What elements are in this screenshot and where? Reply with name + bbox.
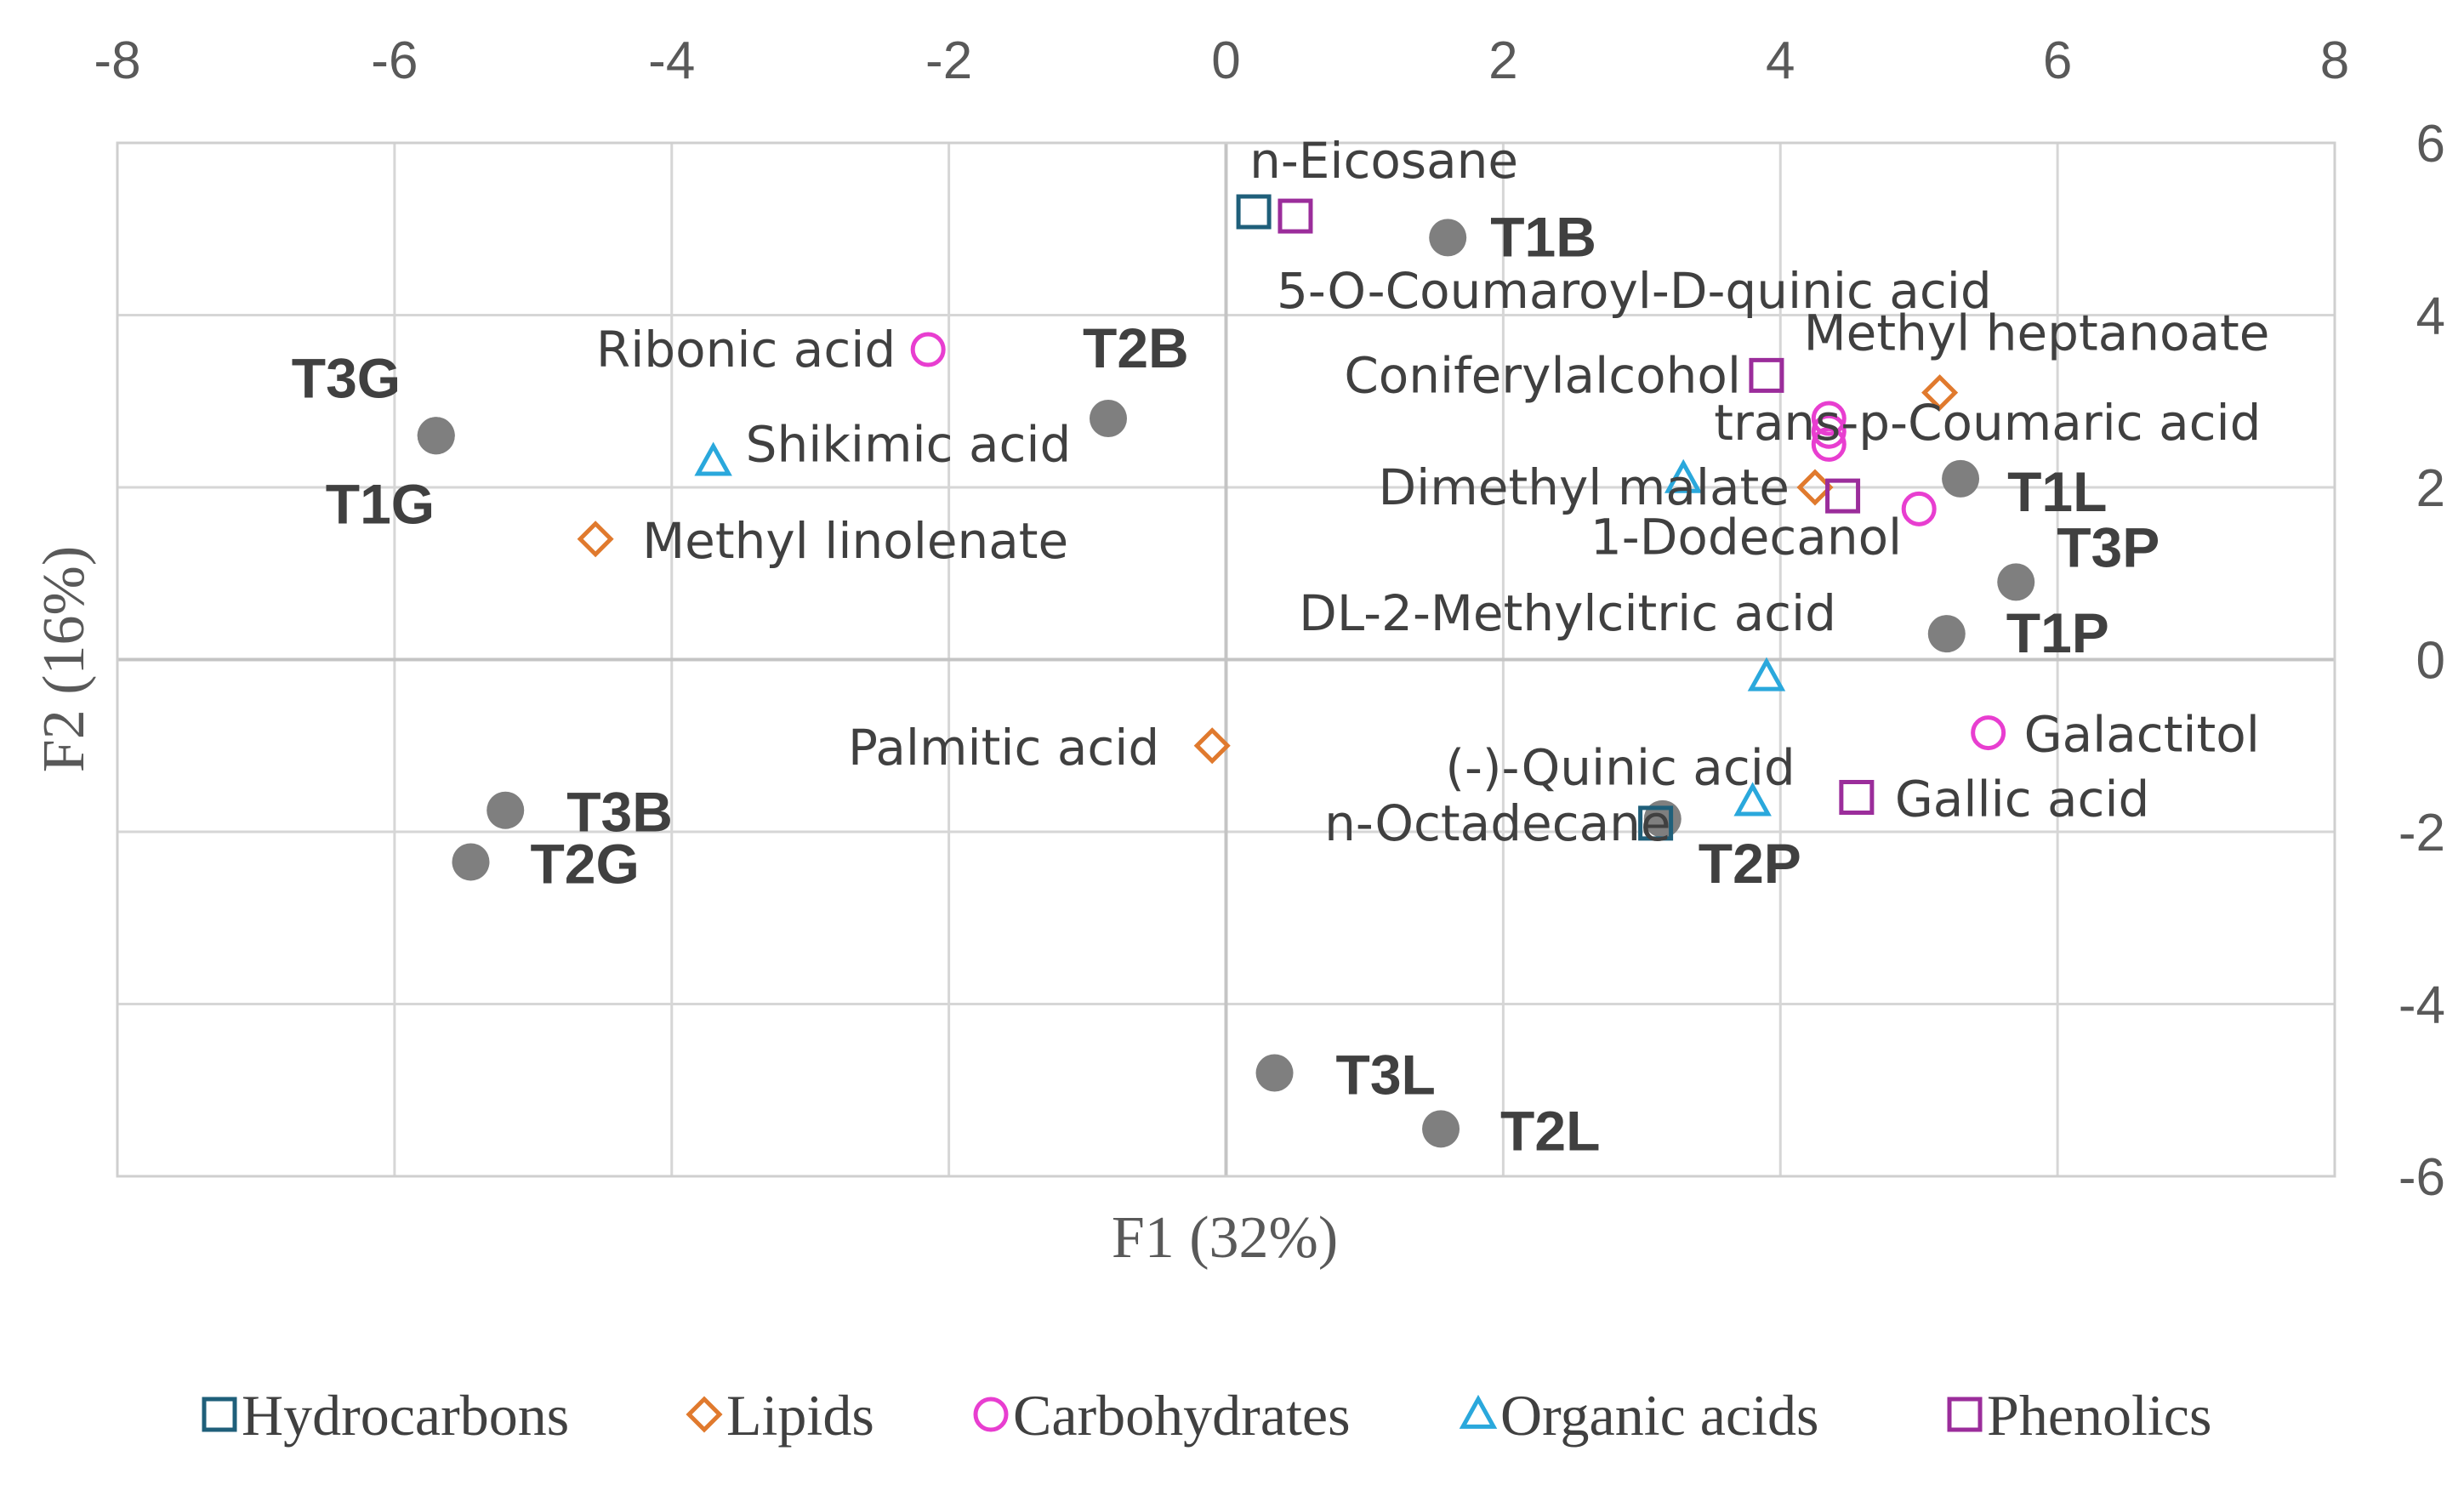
sample-label: T2L: [1500, 1099, 1600, 1162]
x-axis-title: F1 (32%): [1112, 1205, 1338, 1271]
y-tick-label: 2: [2416, 459, 2445, 518]
y-tick-label: 6: [2416, 115, 2445, 174]
compound-label: Shikimic acid: [746, 416, 1072, 474]
y-tick-label: -6: [2399, 1148, 2445, 1207]
x-tick-label: -6: [371, 31, 418, 90]
sample-label: T2P: [1699, 832, 1801, 895]
sample-label: T1L: [2007, 460, 2107, 523]
x-tick-label: 6: [2043, 31, 2072, 90]
x-tick-label: -2: [925, 31, 972, 90]
x-tick-label: 0: [1211, 31, 1240, 90]
sample-label: T2G: [530, 832, 639, 895]
sample-point: [1090, 400, 1128, 437]
sample-label: T3P: [2057, 515, 2160, 578]
y-tick-label: 4: [2416, 287, 2445, 346]
sample-label: T3L: [1336, 1044, 1436, 1107]
compound-label: Ribonic acid: [596, 321, 896, 378]
compound-marker: [1811, 413, 1847, 449]
compound-marker: [1971, 715, 2006, 751]
compound-marker: [1825, 478, 1861, 514]
compound-label: Gallic acid: [1895, 771, 2150, 828]
sample-point: [417, 417, 455, 455]
compound-marker: [577, 521, 614, 558]
compound-marker: [694, 441, 732, 476]
compound-marker: [1839, 780, 1875, 815]
legend-marker: [202, 1397, 237, 1432]
sample-point: [1255, 1054, 1294, 1092]
compound-label: Galactitol: [2024, 706, 2260, 764]
legend-label: Organic acids: [1500, 1383, 1819, 1448]
x-tick-label: -4: [648, 31, 695, 90]
y-tick-label: -4: [2399, 976, 2445, 1035]
sample-label: T1P: [2006, 601, 2109, 664]
compound-marker: [1638, 805, 1674, 841]
compound-label: Methyl heptanoate: [1804, 304, 2270, 362]
compound-marker: [1236, 194, 1272, 230]
plot-frame: [116, 141, 2336, 1178]
sample-point: [1927, 615, 1966, 653]
compound-marker: [1278, 198, 1313, 234]
compound-label: n-Eicosane: [1249, 132, 1518, 190]
compound-label: Methyl linolenate: [642, 512, 1068, 570]
sample-label: T2B: [1083, 316, 1189, 379]
compound-label: (-)-Quinic acid: [1445, 739, 1795, 797]
compound-marker: [910, 332, 946, 367]
y-axis-title: F2 (16%): [31, 546, 97, 772]
sample-label: T3B: [566, 781, 673, 844]
compound-label: Palmitic acid: [848, 719, 1159, 777]
compound-marker: [1733, 782, 1772, 816]
compound-labels: n-Eicosane n-Octadecane Methyl heptanoate D…: [596, 132, 2270, 852]
y-tick-label: -2: [2399, 804, 2445, 862]
y-tick-label: 0: [2416, 632, 2445, 691]
compound-marker: [1749, 357, 1784, 393]
compound-marker: [1901, 491, 1937, 526]
compound-label: DL-2-Methylcitric acid: [1299, 584, 1836, 642]
legend-marker: [1459, 1394, 1498, 1429]
sample-label: T1G: [326, 472, 435, 535]
x-tick-label: 4: [1766, 31, 1795, 90]
compound-marker: [1811, 401, 1847, 436]
compound-label: Dimethyl malate: [1379, 458, 1790, 516]
sample-point: [1997, 563, 2035, 601]
compound-marker: [1193, 727, 1231, 765]
x-tick-labels: -8 -6 -4 -2 0 2 4 6 8: [94, 31, 2349, 90]
compound-marker: [1811, 426, 1847, 462]
sample-label: T3G: [292, 346, 401, 409]
sample-label: T1B: [1490, 205, 1596, 268]
compound-marker: [1921, 374, 1959, 412]
legend-marker: [973, 1397, 1009, 1432]
legend-marker: [1947, 1397, 1983, 1432]
legend-label: Lipids: [726, 1383, 874, 1448]
legend: Hydrocarbons Lipids Carbohydrates Organic a…: [202, 1383, 2211, 1448]
x-tick-label: 8: [2320, 31, 2349, 90]
x-tick-label: -8: [94, 31, 140, 90]
legend-label: Hydrocarbons: [242, 1383, 569, 1448]
compound-marker: [1664, 458, 1703, 493]
compound-label: 1-Dodecanol: [1591, 508, 1902, 566]
compound-label: 5-O-Coumaroyl-D-quinic acid: [1277, 262, 1992, 320]
sample-point: [1429, 219, 1467, 257]
sample-point: [452, 843, 490, 881]
compound-marker: [1747, 657, 1786, 691]
x-tick-label: 2: [1488, 31, 1517, 90]
grid-lines: [116, 141, 2336, 1178]
sample-point: [1942, 459, 1980, 498]
legend-label: Carbohydrates: [1013, 1383, 1351, 1448]
compound-markers: [577, 194, 2006, 841]
legend-label: Phenolics: [1987, 1383, 2211, 1448]
compound-marker: [1796, 469, 1834, 506]
sample-points: [417, 219, 2035, 1148]
legend-marker: [686, 1396, 723, 1433]
compound-label: trans-p-Coumaric acid: [1714, 394, 2261, 452]
compound-label: Coniferylalcohol: [1344, 346, 1741, 404]
sample-point: [1422, 1110, 1460, 1148]
sample-point: [487, 791, 525, 829]
y-tick-labels: 6 4 2 0 -2 -4 -6: [2399, 115, 2445, 1207]
compound-label: n-Octadecane: [1324, 794, 1671, 852]
